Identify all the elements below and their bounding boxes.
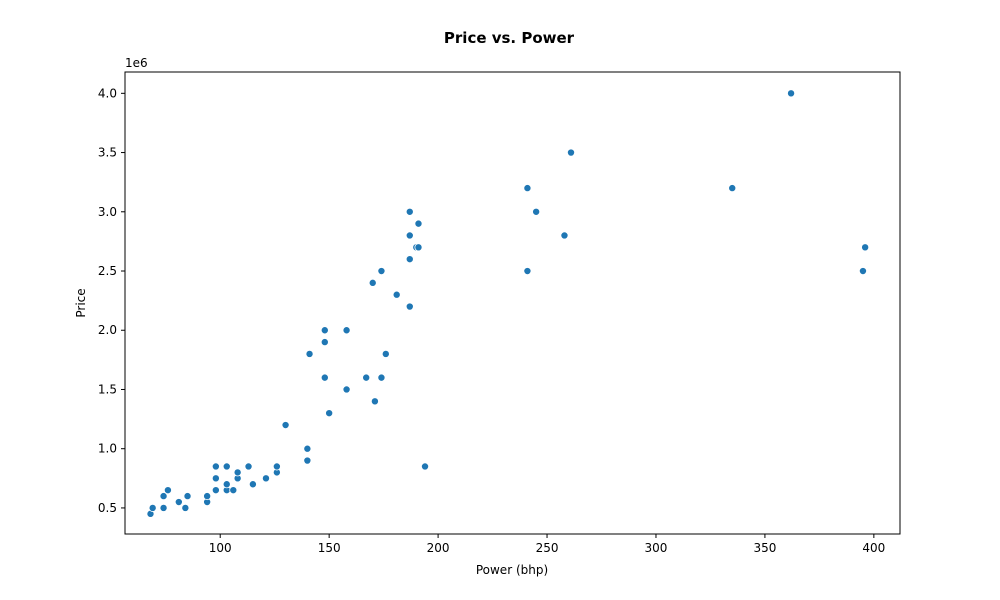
y-tick-label: 2.5 bbox=[98, 264, 117, 278]
data-point bbox=[272, 462, 281, 471]
data-point bbox=[174, 498, 183, 507]
data-points bbox=[146, 89, 870, 518]
data-point bbox=[560, 231, 569, 240]
data-point bbox=[159, 492, 168, 501]
data-point bbox=[421, 462, 430, 471]
data-point bbox=[342, 385, 351, 394]
data-point bbox=[181, 503, 190, 512]
data-point bbox=[523, 267, 532, 276]
y-tick-label: 3.0 bbox=[98, 205, 117, 219]
data-point bbox=[381, 349, 390, 358]
data-point bbox=[325, 409, 334, 418]
data-point bbox=[233, 468, 242, 477]
x-tick-label: 400 bbox=[862, 541, 885, 555]
data-point bbox=[211, 462, 220, 471]
y-offset-label: 1e6 bbox=[125, 56, 148, 70]
data-point bbox=[728, 184, 737, 193]
data-point bbox=[281, 421, 290, 430]
data-point bbox=[368, 278, 377, 287]
data-point bbox=[183, 492, 192, 501]
data-point bbox=[305, 349, 314, 358]
x-tick-label: 150 bbox=[318, 541, 341, 555]
data-point bbox=[405, 231, 414, 240]
data-point bbox=[222, 480, 231, 489]
data-point bbox=[222, 462, 231, 471]
data-point bbox=[414, 219, 423, 228]
y-tick-label: 1.0 bbox=[98, 442, 117, 456]
y-tick-label: 1.5 bbox=[98, 382, 117, 396]
data-point bbox=[370, 397, 379, 406]
x-tick-label: 350 bbox=[753, 541, 776, 555]
data-point bbox=[229, 486, 238, 495]
x-tick-label: 300 bbox=[645, 541, 668, 555]
data-point bbox=[567, 148, 576, 157]
data-point bbox=[148, 503, 157, 512]
data-point bbox=[211, 474, 220, 483]
data-point bbox=[377, 267, 386, 276]
y-axis: 0.5 1.0 1.5 2.0 2.5 3.0 3.5 4.0 bbox=[98, 86, 125, 515]
data-point bbox=[320, 326, 329, 335]
data-point bbox=[303, 444, 312, 453]
data-point bbox=[211, 486, 220, 495]
data-point bbox=[163, 486, 172, 495]
data-point bbox=[377, 373, 386, 382]
data-point bbox=[261, 474, 270, 483]
data-point bbox=[523, 184, 532, 193]
y-tick-label: 2.0 bbox=[98, 323, 117, 337]
data-point bbox=[405, 255, 414, 264]
data-point bbox=[861, 243, 870, 252]
x-tick-label: 100 bbox=[209, 541, 232, 555]
data-point bbox=[203, 492, 212, 501]
y-tick-label: 4.0 bbox=[98, 86, 117, 100]
data-point bbox=[392, 290, 401, 299]
data-point bbox=[248, 480, 257, 489]
x-tick-label: 250 bbox=[536, 541, 559, 555]
data-point bbox=[159, 503, 168, 512]
data-point bbox=[362, 373, 371, 382]
data-point bbox=[532, 207, 541, 216]
x-axis: 100 150 200 250 300 350 400 bbox=[209, 534, 885, 555]
y-tick-label: 0.5 bbox=[98, 501, 117, 515]
plot-area-frame bbox=[124, 71, 901, 535]
data-point bbox=[787, 89, 796, 98]
data-point bbox=[320, 338, 329, 347]
chart-title: Price vs. Power bbox=[444, 29, 575, 47]
y-axis-label: Price bbox=[74, 288, 88, 317]
data-point bbox=[858, 267, 867, 276]
x-tick-label: 200 bbox=[427, 541, 450, 555]
data-point bbox=[405, 302, 414, 311]
x-axis-label: Power (bhp) bbox=[476, 563, 548, 577]
data-point bbox=[320, 373, 329, 382]
data-point bbox=[244, 462, 253, 471]
data-point bbox=[303, 456, 312, 465]
data-point bbox=[414, 243, 423, 252]
data-point bbox=[405, 207, 414, 216]
y-tick-label: 3.5 bbox=[98, 146, 117, 160]
data-point bbox=[342, 326, 351, 335]
